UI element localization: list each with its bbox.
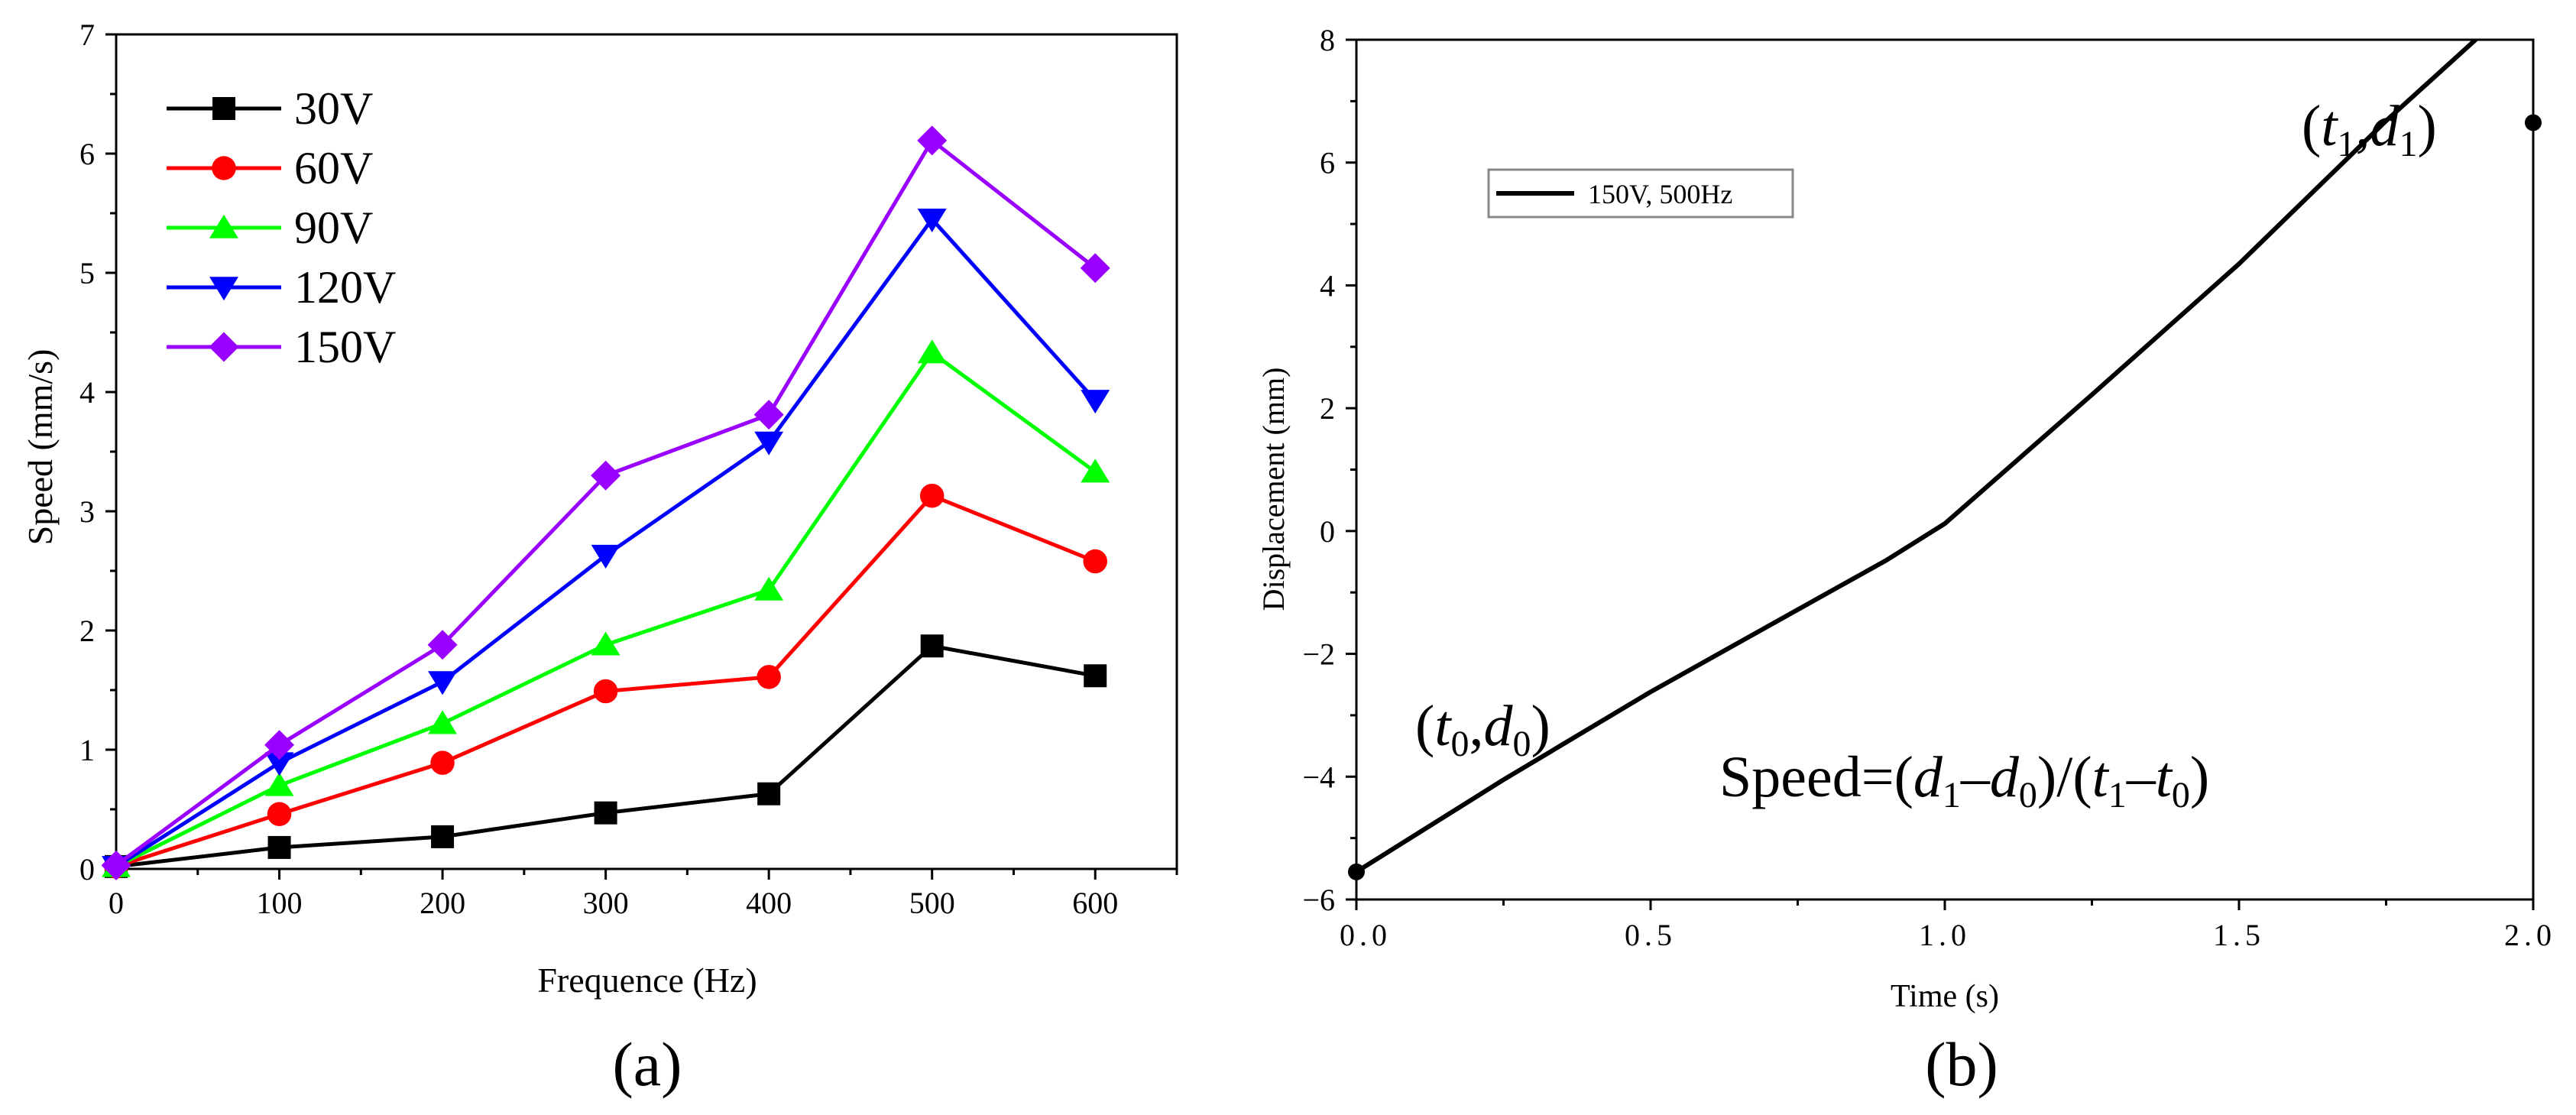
chart-a: 0 100 200 300 400 500 600 0 1 2 3 4 5 6 7 30V 60V 90V 120… (21, 18, 1178, 1000)
start-point-label: (t0,d0) (1415, 694, 1550, 764)
y-tick-label: 2 (79, 614, 95, 648)
y-tick-label: 6 (79, 137, 95, 171)
y-tick-label: 5 (79, 256, 95, 290)
data-point (1081, 390, 1110, 414)
legend-marker (212, 97, 235, 120)
x-tick-label: 100 (257, 886, 303, 920)
data-point (1081, 459, 1110, 483)
displacement-line (1356, 40, 2480, 874)
x-tick-label: 0.0 (1340, 918, 1392, 952)
data-point (917, 125, 948, 156)
data-point (754, 576, 784, 601)
data-point (1080, 253, 1110, 284)
endpoint-marker (2525, 114, 2542, 131)
y-tick-label: 3 (79, 494, 95, 529)
data-point (427, 630, 458, 660)
x-tick-label: 0.5 (1625, 918, 1677, 952)
legend-label: 150V, 500Hz (1588, 179, 1732, 209)
series-line (115, 349, 1097, 869)
legend-marker (209, 277, 238, 301)
x-tick-label: 600 (1072, 886, 1118, 920)
y-tick-label: −2 (1302, 637, 1335, 672)
y-tick-label: 0 (79, 852, 95, 886)
data-point (753, 400, 784, 430)
chart-a-legend: 30V 60V 90V 120V 150V (167, 83, 396, 372)
data-point (428, 671, 458, 695)
data-point (101, 850, 131, 880)
data-point (591, 544, 621, 569)
x-tick-label: 400 (746, 886, 792, 920)
x-tick-label: 500 (909, 886, 955, 920)
legend-label: 150V (294, 322, 396, 372)
data-point (264, 730, 295, 760)
data-point (1083, 549, 1107, 574)
x-tick-label: 1.0 (1919, 918, 1971, 952)
data-point (264, 772, 294, 796)
data-point (267, 835, 291, 859)
data-point (431, 825, 455, 848)
chart-b-x-axis-label: Time (s) (1891, 979, 1999, 1014)
data-point (757, 665, 781, 689)
y-tick-label: 0 (1320, 514, 1335, 549)
endpoint-marker (1348, 863, 1365, 880)
y-tick-label: 8 (1320, 23, 1335, 57)
data-point (591, 460, 621, 491)
legend-marker (209, 332, 239, 362)
data-point (1084, 664, 1107, 688)
y-tick-label: 2 (1320, 391, 1335, 426)
legend-label: 60V (294, 143, 373, 193)
data-point (428, 710, 458, 734)
x-tick-label: 0 (109, 886, 124, 920)
data-point (754, 431, 784, 455)
data-point (917, 339, 947, 364)
x-tick-label: 2.0 (2504, 918, 2556, 952)
x-tick-label: 1.5 (2213, 918, 2265, 952)
data-point (591, 631, 621, 656)
chart-b: 0.0 0.5 1.0 1.5 2.0 −6 −4 −2 0 2 4 6 8 150V, 500Hz T… (1256, 23, 2556, 1014)
legend-marker (212, 156, 236, 180)
data-point (267, 802, 292, 826)
panel-b-caption: (b) (1925, 1029, 1998, 1099)
y-tick-label: 4 (1320, 268, 1335, 303)
chart-b-legend: 150V, 500Hz (1487, 168, 1794, 219)
legend-label: 30V (294, 83, 373, 134)
legend-marker (209, 214, 238, 238)
data-point (919, 483, 945, 508)
panel-a-caption: (a) (612, 1029, 682, 1099)
data-point (264, 752, 294, 776)
data-point (430, 750, 455, 775)
data-point (593, 679, 618, 704)
x-tick-label: 300 (583, 886, 629, 920)
legend-label: 90V (294, 203, 373, 253)
legend-label: 120V (294, 262, 396, 313)
y-tick-label: 6 (1320, 146, 1335, 180)
speed-formula: Speed=(d1–d0)/(t1–t0) (1719, 745, 2209, 815)
y-tick-label: 7 (79, 18, 95, 52)
end-point-label: (t1,d1) (2302, 94, 2437, 164)
y-tick-label: 1 (79, 733, 95, 767)
data-point (917, 209, 947, 233)
chart-a-x-axis-label: Frequence (Hz) (537, 961, 757, 1000)
y-tick-label: −4 (1302, 760, 1335, 794)
y-tick-label: 4 (79, 375, 95, 410)
chart-a-y-axis-label: Speed (mm/s) (21, 349, 60, 546)
chart-b-y-axis-label: Displacement (mm) (1256, 368, 1291, 611)
data-point (757, 782, 781, 805)
data-point (920, 634, 944, 658)
data-point (594, 801, 617, 825)
series-line (115, 216, 1097, 868)
x-tick-label: 200 (420, 886, 465, 920)
y-tick-label: −6 (1302, 883, 1335, 917)
